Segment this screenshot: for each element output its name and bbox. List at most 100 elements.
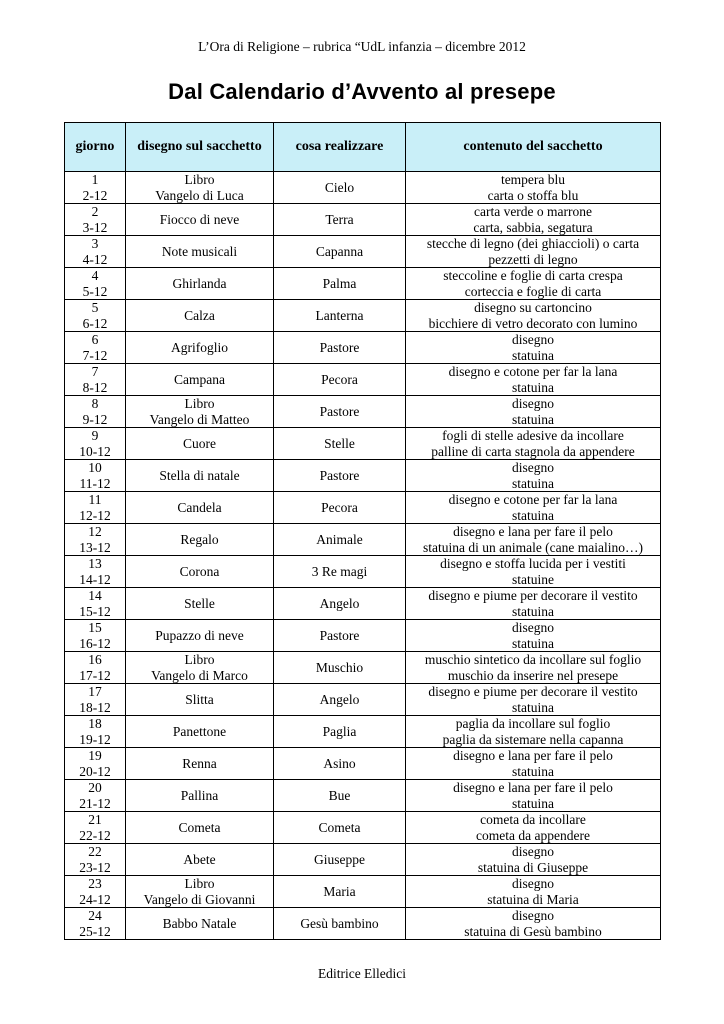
cell-cosa: Pecora — [273, 491, 406, 524]
cell-contenuto: tempera blu carta o stoffa blu — [405, 171, 661, 204]
cell-disegno: Ghirlanda — [125, 267, 274, 300]
running-header: L’Ora di Religione – rubrica “UdL infanz… — [198, 39, 526, 54]
cell-disegno: Campana — [125, 363, 274, 396]
cell-giorno: 16 17-12 — [64, 651, 126, 684]
table-row: 1 2-12 Libro Vangelo di Luca Cielo tempe… — [64, 171, 661, 204]
cell-cosa: Stelle — [273, 427, 406, 460]
cell-disegno: Fiocco di neve — [125, 203, 274, 236]
cell-giorno: 5 6-12 — [64, 299, 126, 332]
advent-calendar-table: giorno disegno sul sacchetto cosa realiz… — [64, 122, 661, 940]
cell-giorno: 2 3-12 — [64, 203, 126, 236]
cell-cosa: Giuseppe — [273, 843, 406, 876]
cell-disegno: Abete — [125, 843, 274, 876]
cell-contenuto: disegno e stoffa lucida per i vestiti st… — [405, 555, 661, 588]
cell-cosa: Maria — [273, 875, 406, 908]
cell-giorno: 23 24-12 — [64, 875, 126, 908]
column-header-contenuto: contenuto del sacchetto — [405, 122, 661, 172]
cell-disegno: Cometa — [125, 811, 274, 844]
table-row: 15 16-12 Pupazzo di neve Pastore disegno… — [64, 619, 661, 652]
cell-contenuto: cometa da incollare cometa da appendere — [405, 811, 661, 844]
table-row: 4 5-12 Ghirlanda Palma steccoline e fogl… — [64, 267, 661, 300]
table-row: 21 22-12 Cometa Cometa cometa da incolla… — [64, 811, 661, 844]
cell-disegno: Renna — [125, 747, 274, 780]
cell-disegno: Babbo Natale — [125, 907, 274, 940]
table-header-row: giorno disegno sul sacchetto cosa realiz… — [64, 122, 661, 172]
cell-contenuto: paglia da incollare sul foglio paglia da… — [405, 715, 661, 748]
cell-giorno: 15 16-12 — [64, 619, 126, 652]
cell-contenuto: disegno statuina — [405, 619, 661, 652]
cell-contenuto: disegno e lana per fare il pelo statuina — [405, 747, 661, 780]
cell-contenuto: disegno e cotone per far la lana statuin… — [405, 363, 661, 396]
table-row: 14 15-12 Stelle Angelo disegno e piume p… — [64, 587, 661, 620]
cell-contenuto: muschio sintetico da incollare sul fogli… — [405, 651, 661, 684]
page-footer: Editrice Elledici — [317, 966, 407, 981]
cell-cosa: Paglia — [273, 715, 406, 748]
table-row: 19 20-12 Renna Asino disegno e lana per … — [64, 747, 661, 780]
table-row: 2 3-12 Fiocco di neve Terra carta verde … — [64, 203, 661, 236]
table-body: 1 2-12 Libro Vangelo di Luca Cielo tempe… — [64, 171, 661, 940]
cell-giorno: 8 9-12 — [64, 395, 126, 428]
cell-cosa: Angelo — [273, 587, 406, 620]
table-row: 12 13-12 Regalo Animale disegno e lana p… — [64, 523, 661, 556]
table-row: 7 8-12 Campana Pecora disegno e cotone p… — [64, 363, 661, 396]
cell-giorno: 10 11-12 — [64, 459, 126, 492]
cell-cosa: Capanna — [273, 235, 406, 268]
cell-cosa: Cometa — [273, 811, 406, 844]
cell-contenuto: disegno e lana per fare il pelo statuina — [405, 779, 661, 812]
cell-contenuto: disegno e cotone per far la lana statuin… — [405, 491, 661, 524]
cell-disegno: Stelle — [125, 587, 274, 620]
cell-disegno: Regalo — [125, 523, 274, 556]
cell-giorno: 11 12-12 — [64, 491, 126, 524]
cell-contenuto: disegno statuina di Gesù bambino — [405, 907, 661, 940]
table-row: 22 23-12 Abete Giuseppe disegno statuina… — [64, 843, 661, 876]
cell-giorno: 17 18-12 — [64, 683, 126, 716]
table-row: 18 19-12 Panettone Paglia paglia da inco… — [64, 715, 661, 748]
cell-giorno: 21 22-12 — [64, 811, 126, 844]
cell-cosa: Asino — [273, 747, 406, 780]
cell-disegno: Candela — [125, 491, 274, 524]
cell-disegno: Calza — [125, 299, 274, 332]
cell-giorno: 12 13-12 — [64, 523, 126, 556]
cell-cosa: Gesù bambino — [273, 907, 406, 940]
cell-disegno: Pallina — [125, 779, 274, 812]
cell-contenuto: disegno e piume per decorare il vestito … — [405, 587, 661, 620]
cell-contenuto: disegno statuina di Maria — [405, 875, 661, 908]
table-row: 5 6-12 Calza Lanterna disegno su cartonc… — [64, 299, 661, 332]
page-title: Dal Calendario d’Avvento al presepe — [168, 79, 556, 104]
cell-contenuto: stecche di legno (dei ghiaccioli) o cart… — [405, 235, 661, 268]
cell-cosa: Palma — [273, 267, 406, 300]
cell-giorno: 4 5-12 — [64, 267, 126, 300]
table-row: 3 4-12 Note musicali Capanna stecche di … — [64, 235, 661, 268]
cell-cosa: Cielo — [273, 171, 406, 204]
cell-contenuto: disegno e lana per fare il pelo statuina… — [405, 523, 661, 556]
cell-contenuto: disegno statuina — [405, 331, 661, 364]
cell-giorno: 20 21-12 — [64, 779, 126, 812]
table-row: 24 25-12 Babbo Natale Gesù bambino diseg… — [64, 907, 661, 940]
cell-disegno: Panettone — [125, 715, 274, 748]
table-row: 8 9-12 Libro Vangelo di Matteo Pastore d… — [64, 395, 661, 428]
cell-cosa: Pastore — [273, 619, 406, 652]
cell-cosa: 3 Re magi — [273, 555, 406, 588]
column-header-giorno: giorno — [64, 122, 126, 172]
table-row: 17 18-12 Slitta Angelo disegno e piume p… — [64, 683, 661, 716]
cell-giorno: 22 23-12 — [64, 843, 126, 876]
cell-contenuto: fogli di stelle adesive da incollare pal… — [405, 427, 661, 460]
cell-giorno: 14 15-12 — [64, 587, 126, 620]
cell-cosa: Pastore — [273, 331, 406, 364]
cell-cosa: Lanterna — [273, 299, 406, 332]
cell-cosa: Terra — [273, 203, 406, 236]
cell-contenuto: disegno statuina di Giuseppe — [405, 843, 661, 876]
cell-disegno: Stella di natale — [125, 459, 274, 492]
cell-disegno: Pupazzo di neve — [125, 619, 274, 652]
table-row: 6 7-12 Agrifoglio Pastore disegno statui… — [64, 331, 661, 364]
cell-contenuto: carta verde o marrone carta, sabbia, seg… — [405, 203, 661, 236]
cell-giorno: 24 25-12 — [64, 907, 126, 940]
cell-cosa: Angelo — [273, 683, 406, 716]
table-row: 16 17-12 Libro Vangelo di Marco Muschio … — [64, 651, 661, 684]
cell-disegno: Slitta — [125, 683, 274, 716]
column-header-disegno: disegno sul sacchetto — [125, 122, 274, 172]
cell-contenuto: steccoline e foglie di carta crespa cort… — [405, 267, 661, 300]
cell-contenuto: disegno su cartoncino bicchiere di vetro… — [405, 299, 661, 332]
cell-disegno: Cuore — [125, 427, 274, 460]
cell-giorno: 3 4-12 — [64, 235, 126, 268]
